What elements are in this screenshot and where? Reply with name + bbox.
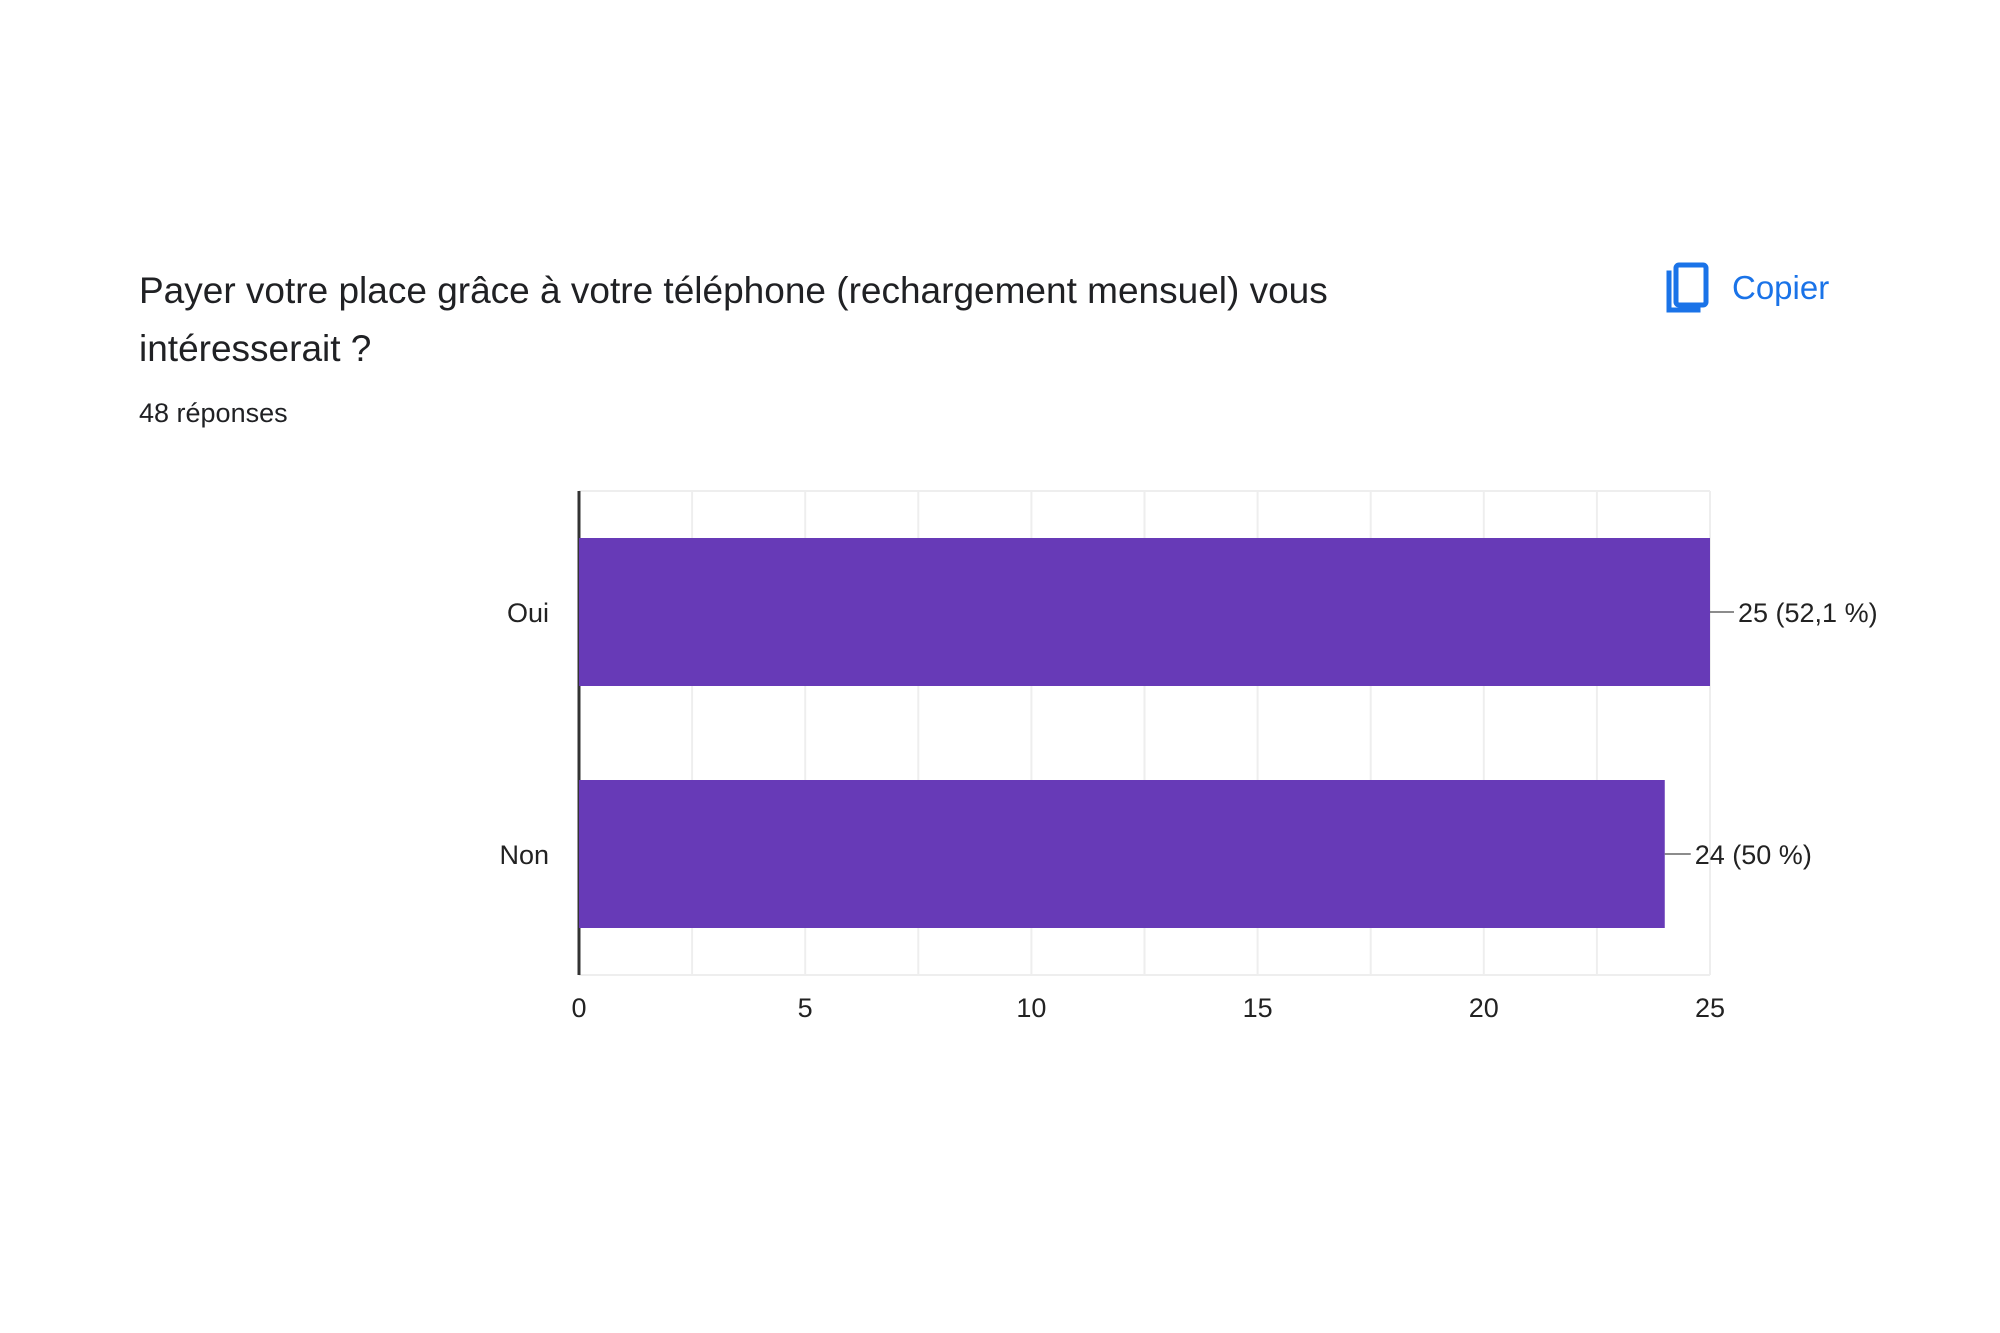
x-tick-label: 10 [1016,993,1046,1023]
x-tick-label: 20 [1469,993,1499,1023]
x-tick-label: 0 [571,993,586,1023]
category-label: Non [499,840,549,870]
bar-oui [579,538,1710,686]
question-title: Payer votre place grâce à votre téléphon… [139,270,1328,369]
category-label: Oui [507,598,549,628]
copy-icon [1662,260,1710,316]
copy-label: Copier [1732,269,1830,306]
x-tick-label: 5 [798,993,813,1023]
data-label: 25 (52,1 %) [1738,598,1878,628]
response-count: 48 réponses [139,398,288,428]
x-tick-label: 15 [1243,993,1273,1023]
x-tick-label: 25 [1695,993,1725,1023]
bar-non [579,780,1665,928]
copy-button[interactable]: Copier [1662,258,1829,318]
data-label: 24 (50 %) [1695,840,1812,870]
